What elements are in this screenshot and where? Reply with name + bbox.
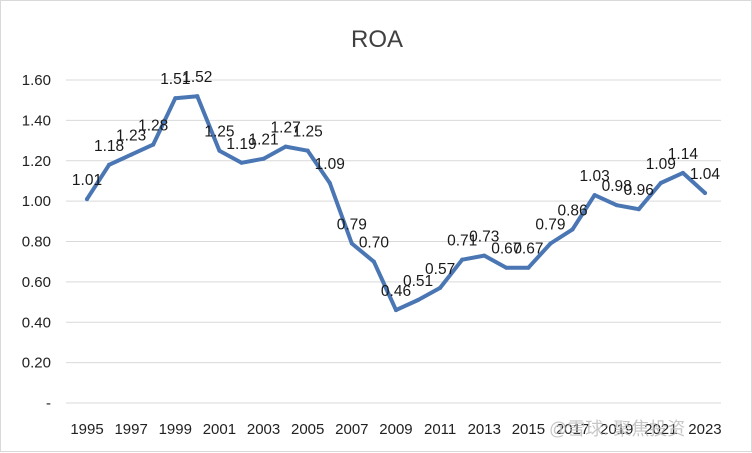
x-tick-label: 2019: [600, 421, 633, 438]
data-label: 0.79: [337, 217, 367, 234]
data-label: 0.96: [624, 182, 654, 199]
data-point: [129, 152, 134, 157]
data-point: [217, 148, 222, 153]
data-point: [460, 257, 465, 262]
x-tick-label: 2003: [247, 421, 280, 438]
data-label: 0.71: [447, 233, 477, 250]
data-point: [195, 94, 200, 99]
data-point: [283, 144, 288, 149]
data-point: [438, 285, 443, 290]
data-point: [592, 193, 597, 198]
data-point: [261, 156, 266, 161]
data-point: [658, 180, 663, 185]
data-label: 1.21: [248, 132, 278, 149]
data-label: 1.52: [182, 69, 212, 86]
data-label: 1.18: [94, 138, 124, 155]
y-tick-label: 1.00: [22, 193, 51, 210]
data-point: [327, 180, 332, 185]
data-point: [173, 96, 178, 101]
data-label: 1.09: [315, 156, 345, 173]
data-label: 1.03: [580, 168, 610, 185]
data-point: [526, 265, 531, 270]
data-label: 1.51: [160, 71, 190, 88]
data-label: 1.19: [226, 136, 256, 153]
data-label: 0.51: [403, 273, 433, 290]
data-point: [680, 170, 685, 175]
data-label: 1.25: [293, 124, 323, 141]
y-tick-label: 0.80: [22, 234, 51, 251]
data-point: [416, 298, 421, 303]
data-point: [482, 253, 487, 258]
data-label: 0.67: [513, 241, 543, 258]
watermark: @雪球: 聚焦投资: [549, 419, 686, 439]
data-label: 0.79: [535, 217, 565, 234]
x-tick-label: 2021: [644, 421, 677, 438]
x-tick-label: 2023: [688, 421, 721, 438]
data-point: [85, 197, 89, 202]
y-tick-label: 1.40: [22, 112, 51, 129]
data-label: 1.14: [668, 146, 699, 163]
data-point: [151, 142, 156, 147]
x-tick-label: 1999: [159, 421, 192, 438]
x-tick-label: 2011: [424, 421, 456, 438]
data-label: 1.28: [138, 118, 168, 135]
x-tick-label: 2001: [203, 421, 236, 438]
x-tick-label: 1995: [70, 421, 103, 438]
y-tick-label: 0.40: [22, 314, 51, 331]
data-label: 0.70: [359, 235, 390, 252]
data-label: 0.46: [381, 283, 411, 300]
data-label: 0.73: [469, 229, 499, 246]
y-axis-ticks: - 0.20 0.40 0.60 0.80 1.00 1.20 1.40 1.60: [22, 72, 51, 412]
data-labels: 1.011.181.231.281.511.521.251.191.211.27…: [72, 69, 721, 300]
data-point: [614, 203, 619, 208]
data-point: [305, 148, 310, 153]
data-label: 1.04: [690, 166, 721, 183]
data-label: 1.23: [116, 128, 146, 145]
series-roa: [85, 94, 707, 313]
data-label: 0.98: [602, 178, 632, 195]
data-label: 0.67: [491, 241, 521, 258]
series-line: [85, 94, 707, 313]
data-label: 1.25: [204, 124, 234, 141]
y-tick-label: -: [46, 395, 51, 412]
gridlines: [66, 79, 721, 404]
x-tick-label: 2017: [556, 421, 589, 438]
x-tick-label: 2009: [379, 421, 412, 438]
data-label: 1.09: [646, 156, 676, 173]
y-tick-label: 1.20: [22, 153, 51, 170]
y-tick-label: 1.60: [22, 72, 51, 89]
x-tick-label: 2005: [291, 421, 324, 438]
data-point: [107, 162, 112, 167]
x-tick-label: 2013: [468, 421, 501, 438]
data-point: [570, 227, 575, 232]
x-tick-label: 2015: [512, 421, 545, 438]
data-point: [239, 160, 244, 165]
x-axis-ticks: 1995 1997 1999 2001 2003 2005 2007 2009 2011 2013…: [70, 421, 721, 438]
data-label: 0.86: [557, 202, 587, 219]
data-point: [702, 191, 707, 196]
x-tick-label: 2007: [335, 421, 368, 438]
data-point: [504, 265, 509, 270]
data-point: [371, 259, 376, 264]
x-tick-label: 1997: [114, 421, 147, 438]
data-label: 1.01: [72, 172, 102, 189]
y-tick-label: 0.60: [22, 274, 51, 291]
data-label: 0.57: [425, 261, 455, 278]
y-tick-label: 0.20: [22, 355, 51, 372]
data-label: 1.27: [271, 120, 301, 137]
data-point: [548, 241, 553, 246]
chart-title: ROA: [351, 26, 403, 53]
data-point: [393, 308, 398, 313]
data-point: [636, 207, 641, 212]
data-point: [349, 241, 354, 246]
